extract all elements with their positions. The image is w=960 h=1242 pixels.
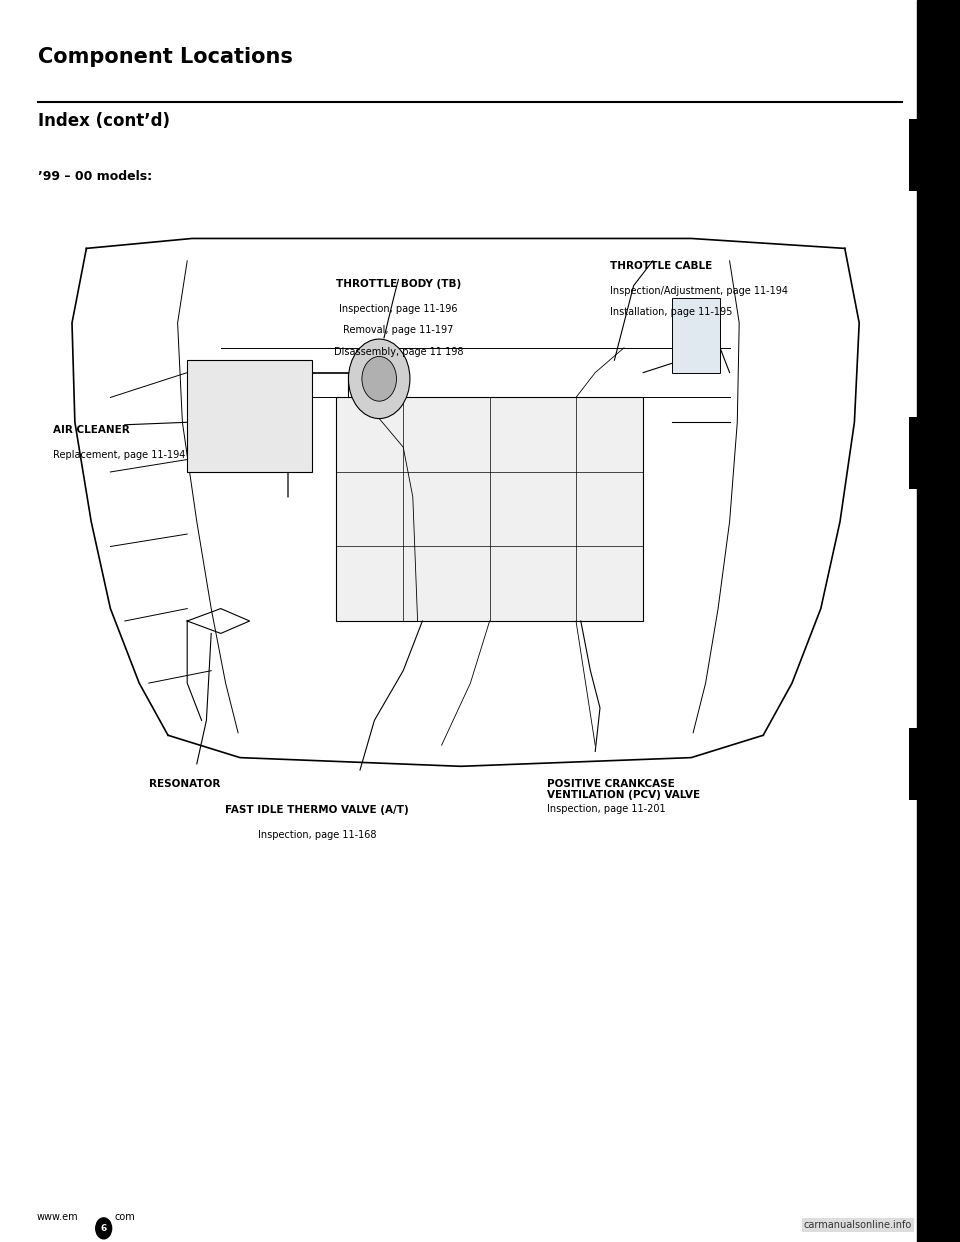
- Text: Inspection/Adjustment, page 11-194: Inspection/Adjustment, page 11-194: [610, 286, 787, 296]
- Circle shape: [348, 339, 410, 419]
- FancyBboxPatch shape: [187, 360, 312, 472]
- Text: Disassembly, page 11 198: Disassembly, page 11 198: [334, 347, 463, 356]
- Text: Installation, page 11-195: Installation, page 11-195: [610, 307, 732, 317]
- Text: FAST IDLE THERMO VALVE (A/T): FAST IDLE THERMO VALVE (A/T): [225, 805, 409, 815]
- Text: www.em: www.em: [36, 1212, 78, 1222]
- Text: POSITIVE CRANKCASE
VENTILATION (PCV) VALVE: POSITIVE CRANKCASE VENTILATION (PCV) VAL…: [547, 779, 701, 800]
- Text: Inspection, page 11-168: Inspection, page 11-168: [257, 830, 376, 840]
- Text: Replacement, page 11-194: Replacement, page 11-194: [53, 450, 185, 460]
- Bar: [336, 397, 643, 621]
- Text: RESONATOR: RESONATOR: [149, 779, 220, 789]
- Text: ’99 – 00 models:: ’99 – 00 models:: [38, 170, 153, 183]
- Text: THROTTLE BODY (TB): THROTTLE BODY (TB): [336, 279, 461, 289]
- Circle shape: [362, 356, 396, 401]
- Text: Component Locations: Component Locations: [38, 47, 293, 67]
- Text: 6: 6: [101, 1223, 107, 1233]
- Bar: [909, 728, 930, 800]
- Text: com: com: [114, 1212, 135, 1222]
- Text: AIR CLEANER: AIR CLEANER: [53, 425, 130, 435]
- Text: THROTTLE CABLE: THROTTLE CABLE: [610, 261, 712, 271]
- Bar: [909, 119, 930, 191]
- Text: carmanualsonline.info: carmanualsonline.info: [804, 1220, 912, 1230]
- Text: Inspection, page 11-196: Inspection, page 11-196: [339, 304, 458, 314]
- Circle shape: [95, 1217, 112, 1240]
- Bar: [917, 0, 960, 1242]
- Bar: [672, 298, 720, 373]
- Bar: [909, 417, 930, 489]
- Text: Inspection, page 11-201: Inspection, page 11-201: [547, 804, 666, 814]
- Text: Removal, page 11-197: Removal, page 11-197: [344, 325, 453, 335]
- Text: Index (cont’d): Index (cont’d): [38, 112, 171, 129]
